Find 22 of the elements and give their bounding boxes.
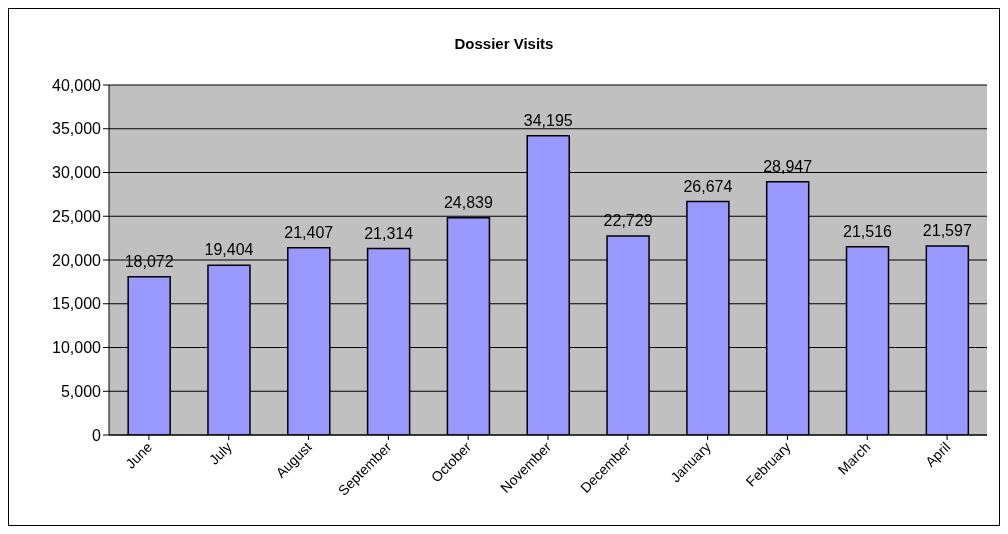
data-label: 21,597 — [922, 222, 972, 240]
data-label: 24,839 — [443, 193, 493, 211]
x-tick-label: July — [205, 438, 235, 468]
y-tick-label: 40,000 — [52, 76, 102, 94]
y-tick-label: 35,000 — [52, 120, 102, 138]
y-tick-label: 25,000 — [52, 207, 102, 225]
y-tick-label: 30,000 — [52, 164, 102, 182]
data-label: 22,729 — [603, 212, 653, 230]
y-tick-label: 15,000 — [52, 295, 102, 313]
data-label: 21,516 — [843, 222, 893, 240]
chart-title: Dossier Visits — [453, 34, 555, 54]
data-label: 28,947 — [763, 157, 813, 175]
y-tick-label: 0 — [92, 426, 102, 444]
y-tick-label: 5,000 — [60, 382, 102, 400]
data-label: 19,404 — [204, 241, 254, 259]
data-label: 34,195 — [523, 111, 573, 129]
y-tick-label: 20,000 — [52, 251, 102, 269]
data-label: 21,407 — [284, 223, 334, 241]
y-tick-label: 10,000 — [52, 339, 102, 357]
data-label: 26,674 — [683, 177, 733, 195]
data-label: 21,314 — [364, 224, 414, 242]
data-label: 18,072 — [124, 252, 174, 270]
